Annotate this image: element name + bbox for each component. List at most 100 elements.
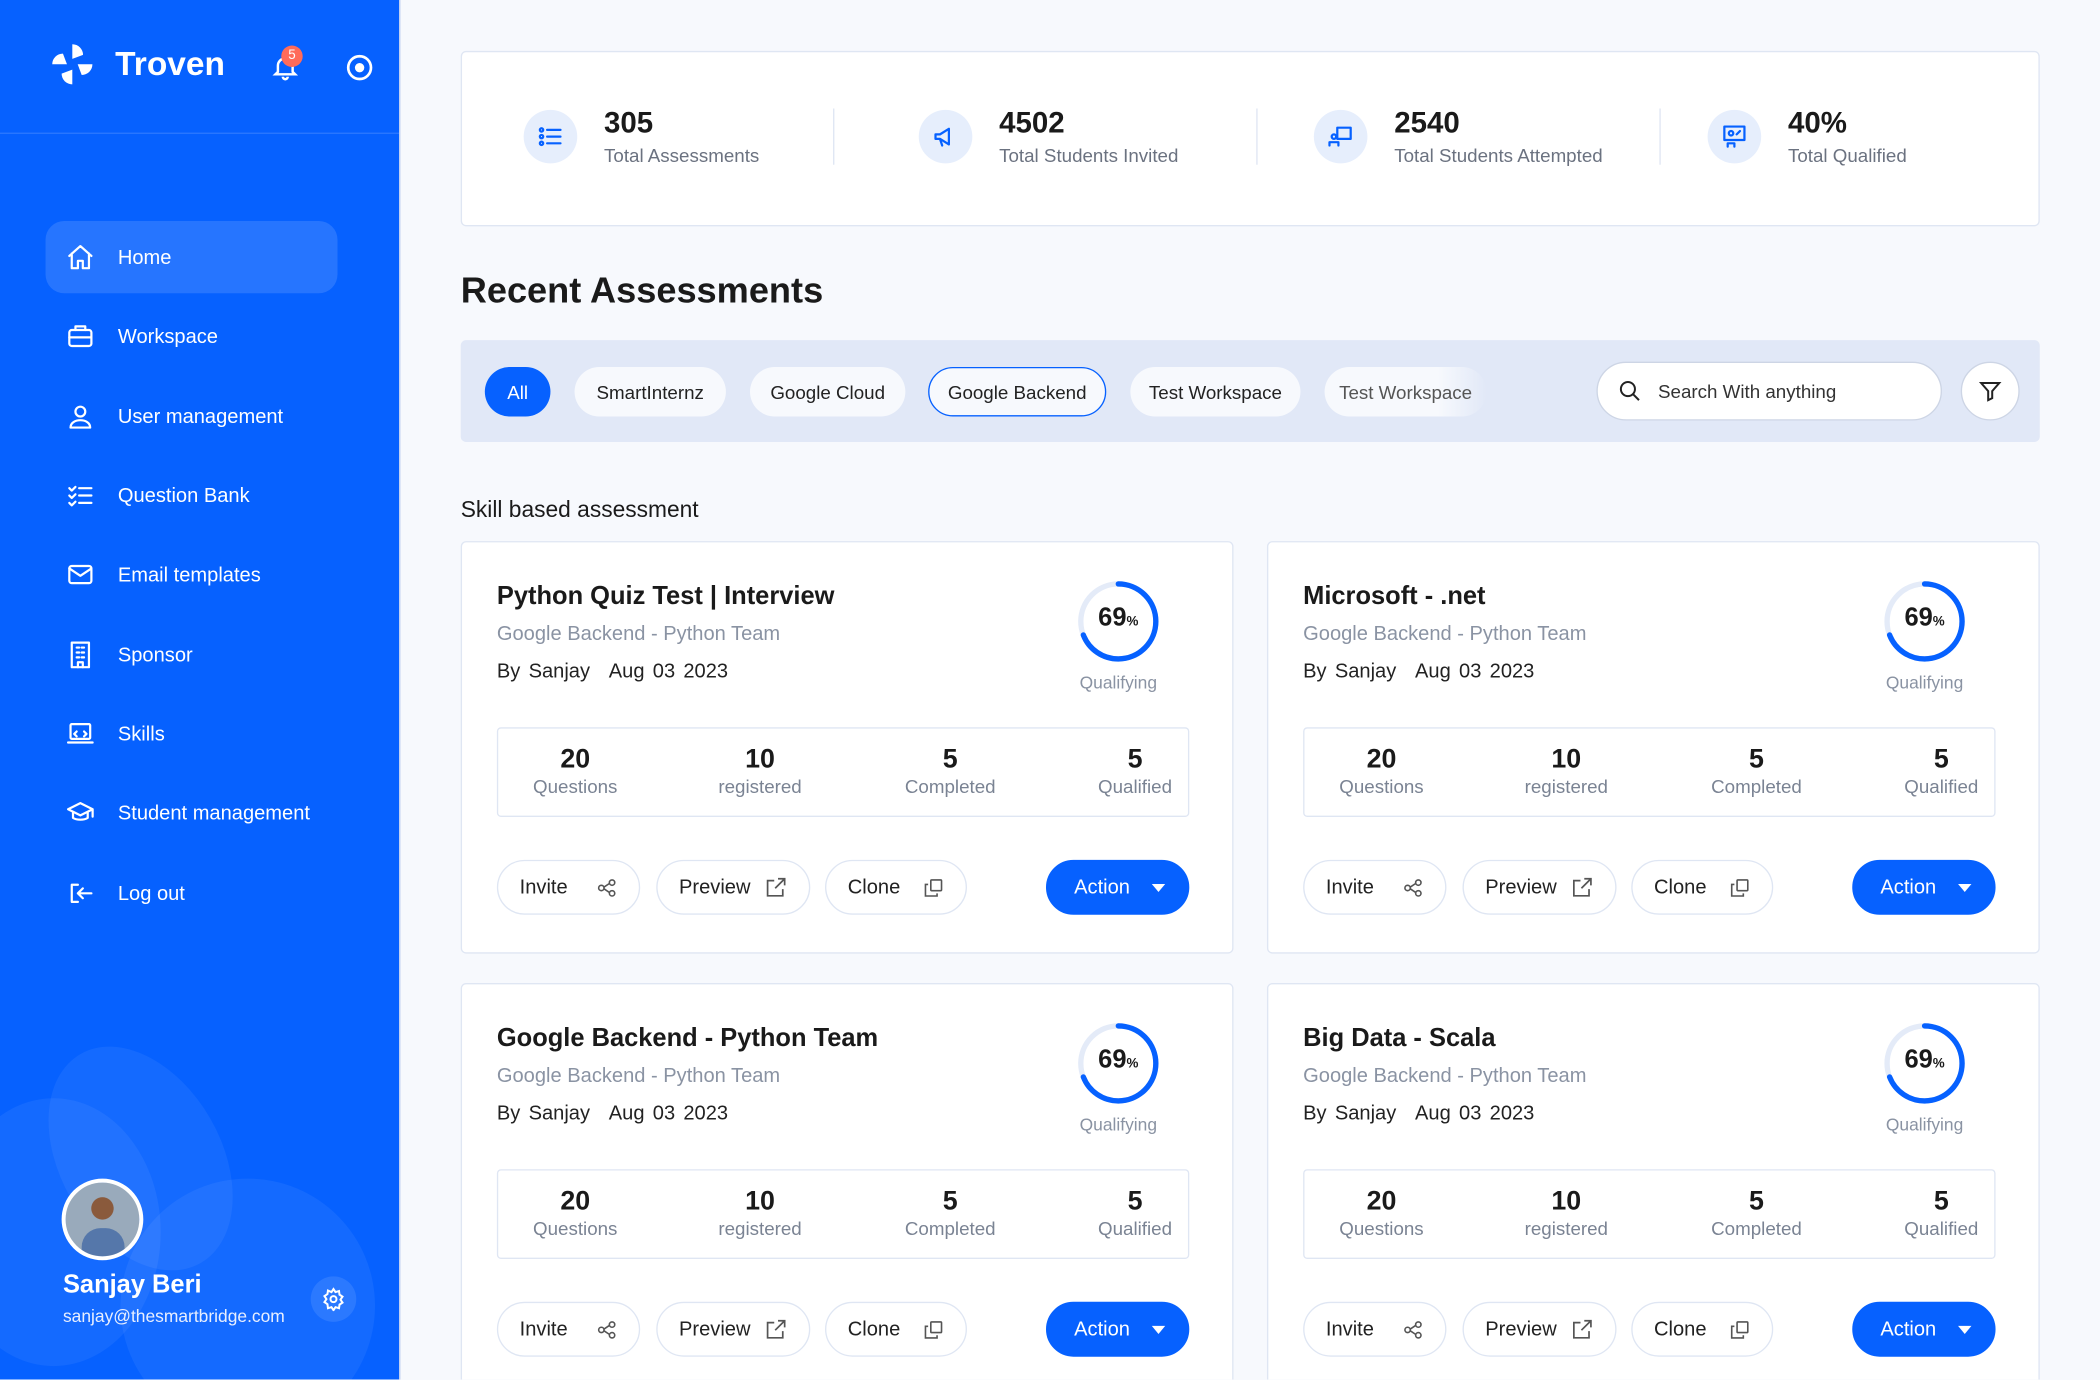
- caret-down-icon: [1958, 1325, 1972, 1334]
- filter-tab[interactable]: All: [484, 366, 551, 417]
- sidebar-item-user-management[interactable]: User management: [46, 380, 338, 452]
- author: By Sanjay: [1303, 1102, 1397, 1126]
- button-label: Invite: [519, 875, 568, 899]
- sidebar: Troven 5 Home Workspace User management Que…: [0, 0, 401, 1380]
- sidebar-item-question-bank[interactable]: Question Bank: [46, 459, 338, 531]
- sidebar-item-email-templates[interactable]: Email templates: [46, 538, 338, 610]
- filter-button[interactable]: [1960, 361, 2020, 421]
- sidebar-item-label: Email templates: [117, 563, 261, 586]
- button-label: Clone: [847, 875, 901, 899]
- assessment-title[interactable]: Microsoft - .net: [1303, 582, 1486, 611]
- invite-button[interactable]: Invite: [1303, 859, 1447, 915]
- invite-button[interactable]: Invite: [496, 1301, 641, 1357]
- stat-label: Total Students Invited: [999, 144, 1179, 167]
- app-name: Troven: [115, 44, 225, 83]
- preview-button[interactable]: Preview: [1462, 1301, 1617, 1357]
- sidebar-item-skills[interactable]: Skills: [46, 698, 338, 770]
- stat-value: 305: [604, 105, 654, 140]
- metrics-box: 20 Questions 10 registered 5 Completed 5 Qua…: [1303, 1169, 1996, 1259]
- filter-tab[interactable]: Test Workspace: [1130, 366, 1301, 417]
- stat-item: 305 Total Assessments: [523, 105, 759, 166]
- button-label: Preview: [1485, 1317, 1557, 1341]
- logo[interactable]: Troven: [48, 40, 225, 88]
- filter-tab[interactable]: SmartInternz: [574, 366, 726, 417]
- clone-button[interactable]: Clone: [1631, 859, 1774, 915]
- preview-button[interactable]: Preview: [656, 1301, 811, 1357]
- progress-ring-fill: [1078, 1023, 1159, 1104]
- qualifying-label: Qualifying: [1079, 672, 1158, 693]
- invite-button[interactable]: Invite: [1303, 1301, 1447, 1357]
- action-dropdown-button[interactable]: Action: [1045, 1301, 1190, 1357]
- assessment-card: Big Data - Scala Google Backend - Python…: [1266, 983, 2040, 1380]
- divider: [1256, 108, 1258, 165]
- settings-button[interactable]: [310, 1276, 357, 1322]
- sidebar-item-label: Question Bank: [117, 484, 250, 507]
- stat-icon-wrap: [1707, 109, 1762, 163]
- external-link-icon: [766, 877, 786, 897]
- filter-icon: [1978, 382, 2002, 402]
- progress-ring-fill: [1078, 581, 1159, 662]
- share-icon: [1404, 1320, 1422, 1339]
- logo-icon: [52, 44, 93, 85]
- sidebar-item-label: Workspace: [117, 324, 218, 348]
- preview-button[interactable]: Preview: [656, 859, 811, 915]
- progress-ring-fill: [1884, 581, 1965, 662]
- action-dropdown-button[interactable]: Action: [1852, 1301, 1996, 1357]
- filter-tab[interactable]: Google Cloud: [750, 366, 906, 417]
- caret-down-icon: [1151, 1325, 1166, 1334]
- invite-button[interactable]: Invite: [496, 859, 641, 915]
- sidebar-item-label: Home: [117, 245, 172, 269]
- assessment-team: Google Backend - Python Team: [1303, 1064, 1587, 1088]
- briefcase-icon: [68, 325, 93, 348]
- metric-questions: 20 Questions: [1318, 745, 1445, 800]
- status-toggle[interactable]: [346, 54, 373, 81]
- clone-button[interactable]: Clone: [1631, 1301, 1774, 1357]
- preview-button[interactable]: Preview: [1462, 859, 1617, 915]
- share-icon: [597, 878, 616, 897]
- metric-label: Qualified: [1098, 1217, 1173, 1239]
- metric-questions: 20 Questions: [512, 745, 639, 800]
- sidebar-item-log-out[interactable]: Log out: [46, 857, 338, 929]
- button-label: Clone: [1654, 1317, 1707, 1341]
- divider: [833, 108, 835, 165]
- action-dropdown-button[interactable]: Action: [1852, 859, 1996, 915]
- avatar[interactable]: [61, 1178, 144, 1261]
- percent-value: 69: [1904, 1045, 1933, 1075]
- stat-label: Total Students Attempted: [1394, 144, 1603, 167]
- laptop-icon: [66, 723, 94, 744]
- metric-label: Qualified: [1904, 1217, 1979, 1239]
- sidebar-item-label: Log out: [117, 881, 185, 905]
- filter-tab[interactable]: Test Workspace: [1324, 366, 1487, 417]
- button-label: Preview: [679, 1317, 751, 1341]
- sidebar-item-sponsor[interactable]: Sponsor: [46, 619, 338, 691]
- assessment-title[interactable]: Big Data - Scala: [1303, 1024, 1496, 1053]
- filter-tab[interactable]: Google Backend: [928, 366, 1107, 417]
- metric-value: 20: [1366, 1186, 1397, 1217]
- gear-icon: [323, 1287, 344, 1312]
- assessment-card: Microsoft - .net Google Backend - Python…: [1266, 541, 2040, 954]
- notifications-button[interactable]: 5: [271, 45, 303, 90]
- assessment-title[interactable]: Google Backend - Python Team: [496, 1024, 879, 1053]
- stat-value: 40%: [1787, 105, 1847, 140]
- search-input[interactable]: Search With anything: [1596, 361, 1942, 421]
- qualifying-percent: 69%: [1904, 604, 1945, 633]
- sidebar-item-label: User management: [117, 405, 284, 428]
- metric-registered: 10 registered: [696, 1187, 823, 1242]
- metric-qualified: 5 Qualified: [1878, 745, 2005, 800]
- assessment-card: Python Quiz Test | Interview Google Back…: [460, 541, 1234, 954]
- clone-button[interactable]: Clone: [825, 859, 967, 915]
- clone-button[interactable]: Clone: [825, 1301, 967, 1357]
- sidebar-item-home[interactable]: Home: [45, 220, 338, 294]
- stat-value: 2540: [1394, 105, 1460, 140]
- sidebar-item-workspace[interactable]: Workspace: [46, 300, 338, 372]
- button-label: Clone: [1654, 875, 1707, 899]
- metric-registered: 10 registered: [1503, 1187, 1630, 1242]
- action-dropdown-button[interactable]: Action: [1045, 859, 1190, 915]
- author: By Sanjay: [496, 1102, 591, 1126]
- assessment-title[interactable]: Python Quiz Test | Interview: [496, 582, 835, 611]
- qualifying-label: Qualifying: [1885, 1114, 1964, 1135]
- progress-ring: [1078, 581, 1159, 662]
- sidebar-item-student-management[interactable]: Student management: [46, 777, 338, 849]
- metric-label: Completed: [904, 1217, 996, 1239]
- metric-value: 5: [1127, 744, 1143, 775]
